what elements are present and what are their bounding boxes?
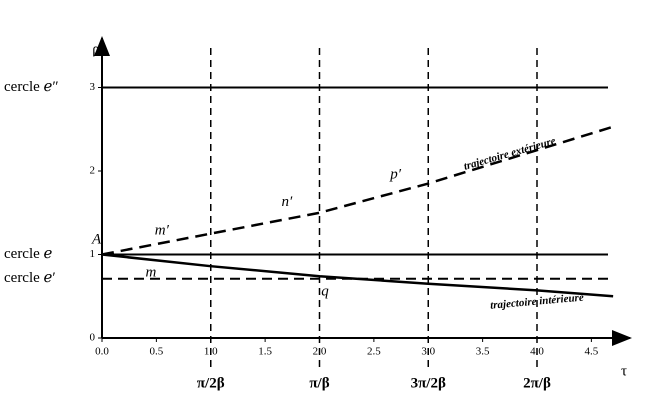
marker-label: 2π/β bbox=[523, 375, 551, 391]
x-tick-label: 2.5 bbox=[367, 346, 381, 358]
reference-label: cercle ℯ′ bbox=[4, 270, 56, 286]
y-axis-label: ρ bbox=[92, 41, 100, 57]
x-axis-label: τ bbox=[621, 363, 627, 379]
marker-label: 3π/2β bbox=[411, 375, 446, 391]
y-tick-label: 2 bbox=[90, 165, 96, 177]
x-tick-label: 0.0 bbox=[95, 346, 109, 358]
x-tick-label: 3.5 bbox=[476, 346, 490, 358]
x-tick-label: 4.5 bbox=[585, 346, 599, 358]
reference-label: cercle ℯ bbox=[4, 246, 53, 262]
annotation: m′ bbox=[155, 223, 170, 239]
x-tick-label: 1.5 bbox=[258, 346, 272, 358]
annotation: m bbox=[146, 264, 157, 280]
annotation: n′ bbox=[281, 194, 293, 210]
series-line bbox=[101, 125, 614, 256]
y-tick-label: 3 bbox=[90, 81, 96, 93]
y-tick-label: 1 bbox=[90, 248, 96, 260]
y-tick-label: 0 bbox=[90, 332, 96, 344]
annotation: A bbox=[91, 232, 102, 248]
marker-label: π/2β bbox=[197, 375, 225, 391]
annotation: p′ bbox=[389, 167, 402, 183]
reference-label: cercle ℯ″ bbox=[4, 79, 59, 95]
annotation: q bbox=[321, 284, 329, 300]
marker-label: π/β bbox=[309, 375, 329, 391]
series-line bbox=[101, 253, 614, 298]
x-tick-label: 0.5 bbox=[150, 346, 164, 358]
series-label: trajectoire extérieure bbox=[462, 135, 557, 173]
